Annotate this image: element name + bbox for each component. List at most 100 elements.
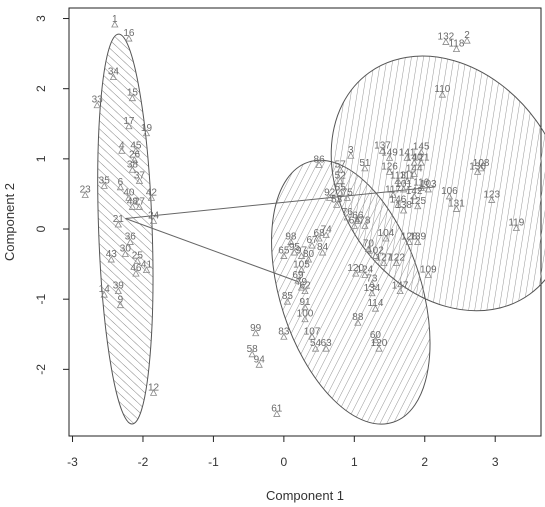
- point-107: 107: [304, 326, 321, 340]
- point-label: 12: [148, 382, 160, 393]
- point-122: 122: [388, 253, 405, 266]
- point-label: 1: [112, 14, 118, 25]
- point-label: 30: [120, 243, 132, 254]
- point-label: 132: [438, 32, 455, 43]
- point-label: 120: [347, 263, 364, 274]
- point-marker: [389, 191, 397, 198]
- point-marker: [403, 154, 411, 161]
- point-marker: [385, 168, 394, 175]
- point-marker: [132, 146, 140, 154]
- point-marker: [463, 36, 471, 44]
- point-69: 69: [292, 270, 304, 284]
- point-126: 126: [381, 161, 398, 175]
- point-marker: [301, 315, 309, 323]
- point-label: 99: [250, 323, 262, 334]
- point-label: 85: [282, 291, 294, 302]
- point-marker: [128, 165, 137, 173]
- point-label: 66: [352, 210, 364, 221]
- point-marker: [114, 220, 122, 228]
- point-label: 145: [413, 142, 430, 153]
- point-label: 146: [390, 194, 407, 205]
- point-95: 95: [289, 242, 300, 256]
- point-label: 17: [123, 116, 135, 127]
- y-tick-label: 2: [34, 85, 48, 92]
- point-92: 92: [324, 187, 336, 201]
- point-98: 98: [285, 232, 297, 245]
- point-140: 140: [406, 152, 423, 166]
- point-14: 14: [99, 284, 110, 298]
- point-label: 124: [357, 265, 374, 276]
- point-marker: [512, 224, 521, 231]
- point-117: 117: [385, 185, 401, 198]
- x-tick-label: -3: [67, 455, 78, 469]
- point-label: 101: [395, 179, 412, 190]
- point-64: 64: [349, 215, 360, 229]
- point-marker: [394, 201, 402, 208]
- x-tick-label: 1: [351, 455, 358, 469]
- point-marker: [424, 185, 432, 193]
- cluster-connectors: [125, 186, 436, 283]
- y-axis-ticks: -2 -1 0 1 2 3: [34, 15, 69, 375]
- point-marker: [333, 201, 341, 208]
- point-label: 75: [342, 187, 354, 198]
- point-label: 9: [118, 295, 124, 306]
- point-marker: [361, 164, 369, 172]
- point-145: 145: [413, 142, 430, 156]
- point-131: 131: [448, 199, 465, 212]
- point-label: 131: [448, 199, 465, 210]
- point-marker: [322, 231, 330, 238]
- point-label: 117: [385, 185, 401, 196]
- point-marker: [311, 344, 320, 352]
- point-74: 74: [321, 225, 332, 238]
- point-marker: [371, 304, 380, 312]
- x-tick-label: 3: [492, 455, 499, 469]
- point-label: 53: [331, 194, 343, 205]
- point-marker: [368, 280, 376, 288]
- point-marker: [135, 203, 144, 210]
- point-label: 86: [314, 154, 326, 165]
- point-116: 116: [413, 178, 430, 191]
- point-3: 3: [347, 145, 355, 159]
- point-label: 62: [299, 281, 311, 292]
- point-label: 147: [392, 281, 409, 292]
- point-label: 92: [324, 187, 336, 198]
- point-marker: [410, 170, 418, 177]
- point-marker: [417, 184, 425, 191]
- x-axis-title: Component 1: [266, 488, 344, 503]
- point-marker: [297, 283, 306, 291]
- point-marker: [149, 217, 158, 224]
- point-label: 120: [371, 338, 388, 349]
- point-16: 16: [123, 28, 135, 42]
- point-label: 138: [395, 200, 412, 211]
- point-marker: [445, 192, 454, 200]
- point-label: 97: [296, 246, 308, 257]
- point-12: 12: [148, 382, 160, 396]
- point-label: 114: [367, 298, 383, 309]
- point-34: 34: [108, 67, 120, 81]
- point-136: 136: [469, 161, 486, 175]
- point-label: 6: [118, 177, 124, 188]
- point-132: 132: [438, 32, 455, 45]
- point-label: 128: [401, 232, 418, 243]
- point-label: 137: [374, 140, 391, 151]
- point-marker: [283, 297, 292, 305]
- point-marker: [361, 271, 369, 278]
- point-label: 46: [130, 263, 142, 274]
- point-marker: [116, 183, 125, 191]
- point-label: 76: [342, 207, 354, 218]
- point-marker: [438, 90, 447, 98]
- point-marker: [442, 38, 450, 45]
- x-tick-label: -2: [138, 455, 149, 469]
- point-65: 65: [278, 246, 290, 259]
- point-label: 70: [363, 239, 375, 250]
- point-38: 38: [127, 159, 138, 173]
- point-label: 69: [292, 270, 304, 281]
- point-label: 34: [108, 67, 120, 78]
- point-label: 119: [508, 218, 524, 229]
- point-label: 144: [406, 163, 423, 174]
- point-101: 101: [395, 179, 412, 193]
- point-144: 144: [406, 163, 423, 177]
- point-marker: [135, 177, 144, 184]
- point-88: 88: [352, 312, 364, 326]
